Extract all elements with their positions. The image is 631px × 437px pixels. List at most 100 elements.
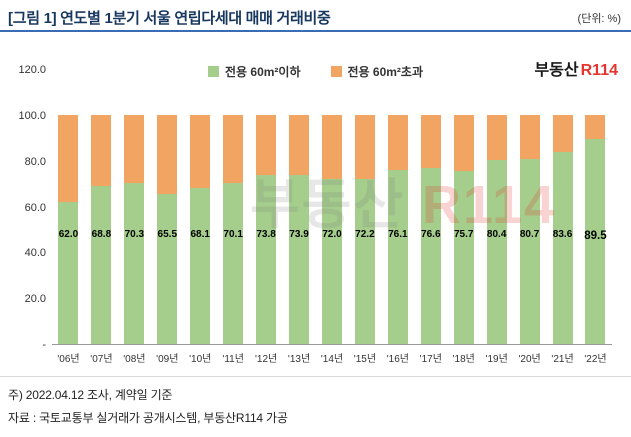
bar-column: 70.1 '11년 (217, 70, 250, 365)
bar-data-label: 80.7 (519, 229, 540, 240)
brand-logo-number: R114 (580, 62, 618, 79)
brand-logo: 부동산 R114 (534, 56, 618, 80)
bar-data-label: 70.3 (124, 229, 145, 240)
y-axis-tick-label: 100.0 (18, 109, 46, 122)
bar-column: 68.1 '10년 (184, 70, 217, 365)
bar-data-label: 68.8 (91, 229, 112, 240)
bar-data-label: 72.2 (355, 229, 375, 240)
figure-title: [그림 1] 연도별 1분기 서울 연립다세대 매매 거래비중 (8, 10, 331, 27)
x-axis-category-label: '20년 (518, 354, 541, 365)
bar-segment-under60 (321, 179, 342, 344)
bar-segment-over60 (519, 114, 540, 160)
bar-column: 72.2 '15년 (348, 70, 381, 365)
bar-segment-under60 (223, 183, 244, 344)
bar-column: 76.1 '16년 (381, 70, 414, 365)
bar-column: 72.0 '14년 (316, 70, 349, 365)
bar-segment-over60 (420, 114, 441, 169)
x-axis-category-label: '17년 (419, 354, 442, 365)
x-axis-category-label: '06년 (57, 354, 80, 365)
y-axis-tick-label: 20.0 (24, 293, 46, 306)
bar-segment-under60 (552, 152, 573, 344)
x-axis-category-label: '12년 (254, 354, 278, 365)
bar-segment-over60 (157, 114, 178, 194)
y-axis-tick-label: 60.0 (24, 201, 46, 214)
bar-column: 73.9 '13년 (283, 70, 316, 365)
bar-segment-over60 (91, 114, 112, 187)
bar-segment-under60 (585, 138, 606, 344)
legend-item: 전용 60m²이하 (207, 63, 301, 80)
brand-logo-text: 부동산 (534, 62, 579, 79)
bar-data-label: 73.8 (256, 229, 276, 240)
bar-data-label: 89.5 (584, 230, 607, 242)
bar-segment-over60 (223, 114, 244, 184)
x-axis-category-label: '10년 (189, 354, 212, 365)
x-axis-category-label: '15년 (353, 354, 377, 365)
legend-item: 전용 60m²초과 (330, 63, 424, 80)
bar-segment-under60 (486, 159, 507, 344)
bar-data-label: 83.6 (552, 229, 573, 240)
stacked-bar-chart-plot: 62.0 '06년 68.8 '07년 70.3 '08년 65.5 '09년 68.1 '10년… (52, 70, 612, 365)
bar-data-label: 76.6 (421, 229, 441, 240)
footer-divider (0, 376, 631, 377)
bar-segment-over60 (256, 114, 277, 175)
bar-segment-over60 (190, 114, 211, 188)
legend-swatch (330, 66, 342, 77)
legend-swatch (207, 66, 219, 77)
bar-column: 73.8 '12년 (250, 70, 283, 365)
x-axis-category-label: '22년 (584, 354, 607, 365)
bar-data-label: 76.1 (388, 229, 408, 240)
x-axis-category-label: '08년 (123, 354, 146, 365)
bar-segment-under60 (58, 201, 79, 344)
bar-segment-under60 (157, 193, 178, 344)
y-axis-tick-label: 120.0 (18, 64, 46, 76)
x-axis-category-label: '21년 (551, 354, 574, 365)
bar-segment-over60 (289, 114, 310, 175)
bar-column: 80.7 '20년 (513, 70, 546, 365)
bar-column: 62.0 '06년 (52, 70, 85, 365)
legend-label: 전용 60m²이하 (224, 65, 301, 79)
bar-segment-under60 (519, 159, 540, 344)
bar-segment-over60 (387, 114, 408, 170)
bar-segment-over60 (486, 114, 507, 160)
bar-data-label: 80.4 (486, 229, 507, 240)
bar-data-label: 62.0 (58, 229, 79, 240)
bar-column: 89.5 '22년 (579, 70, 612, 365)
bar-segment-over60 (354, 114, 375, 179)
y-axis-tick-label: - (42, 339, 46, 351)
x-axis-category-label: '14년 (320, 354, 344, 365)
x-axis-category-label: '13년 (287, 354, 311, 365)
x-axis-category-label: '19년 (485, 354, 508, 365)
bar-segment-under60 (387, 169, 408, 344)
bar-segment-over60 (124, 114, 145, 183)
bar-segment-under60 (420, 168, 441, 344)
bar-segment-over60 (58, 114, 79, 202)
unit-label: (단위: %) (577, 13, 621, 25)
bar-segment-under60 (190, 187, 211, 344)
bar-column: 83.6 '21년 (546, 70, 579, 365)
x-axis-category-label: '18년 (452, 354, 475, 365)
bar-column: 75.7 '18년 (447, 70, 480, 365)
bar-data-label: 75.7 (453, 229, 474, 240)
bar-segment-over60 (585, 114, 606, 139)
bar-segment-over60 (453, 114, 474, 171)
bar-data-label: 68.1 (190, 229, 210, 240)
bar-data-label: 72.0 (322, 229, 342, 240)
x-axis-category-label: '07년 (90, 354, 113, 365)
bar-segment-under60 (289, 174, 310, 344)
bar-segment-under60 (256, 174, 277, 344)
bar-segment-under60 (91, 186, 112, 344)
bar-segment-under60 (453, 170, 474, 344)
y-axis-tick-label: 40.0 (24, 247, 46, 260)
bar-column: 68.8 '07년 (85, 70, 118, 365)
bar-segment-under60 (354, 178, 375, 344)
chart-legend: 전용 60m²이하 전용 60m²초과 (0, 63, 631, 80)
bar-segment-over60 (552, 114, 573, 153)
x-axis-category-label: '16년 (386, 354, 409, 365)
bar-data-label: 65.5 (157, 229, 178, 240)
footnote-survey: 주) 2022.04.12 조사, 계약일 기준 (8, 388, 173, 402)
legend-label: 전용 60m²초과 (347, 65, 424, 79)
bar-segment-under60 (124, 182, 145, 344)
title-divider (0, 30, 631, 32)
bar-segment-over60 (321, 114, 342, 179)
